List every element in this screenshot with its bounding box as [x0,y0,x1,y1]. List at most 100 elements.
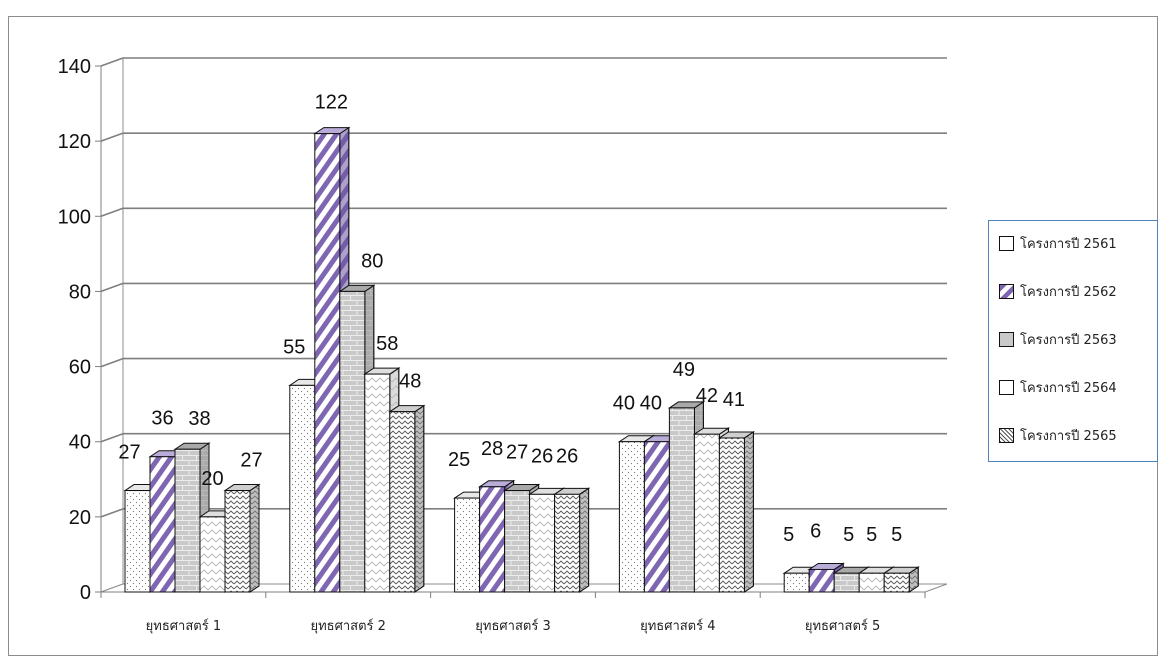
gridline-slant [100,282,124,293]
data-label: 80 [361,250,383,272]
x-tick-label: ยุทธศาสตร์ 5 [805,618,880,634]
data-label: 55 [283,336,305,358]
data-label: 122 [315,92,348,114]
legend-label: โครงการปี 2564 [1020,380,1117,396]
y-tick-label: 60 [69,357,91,379]
bar-front [339,290,366,593]
legend-swatch [999,283,1014,299]
bar-side-shade [249,483,260,593]
gridline-slant [100,432,124,443]
gridline-slant [100,132,124,142]
gridline-slant [100,357,124,368]
gridline-slant [100,508,124,518]
y-axis: 0 20 40 60 80 100 120 140 [58,56,102,604]
data-label: 40 [613,393,635,415]
bar-front [124,490,151,593]
legend-label: โครงการปี 2561 [1020,236,1117,252]
data-label: 6 [810,520,821,542]
bar [552,487,591,593]
bar-side-shade [743,431,754,593]
bar [717,431,756,593]
bar-front [314,133,341,593]
legend-item: โครงการปี 2563 [999,329,1117,349]
data-label: 40 [640,393,662,415]
bar [882,566,920,593]
legend: โครงการปี 2561 โครงการปี 2562 โครงการปี 25… [988,220,1158,462]
x-tick-label: ยุทธศาสตร์ 3 [475,618,550,634]
bar-front [224,490,251,593]
bar-front [289,384,316,593]
bar-front [718,437,745,593]
bar-front [174,448,201,593]
legend-item: โครงการปี 2562 [999,281,1117,301]
data-label: 25 [448,449,470,471]
bar-front [364,373,391,593]
data-label: 27 [506,442,528,464]
bars [123,126,920,593]
bar [388,404,426,593]
bar-side-shade [579,487,590,593]
x-tick-label: ยุทธศาสตร์ 1 [146,618,221,634]
bar-front [883,572,910,593]
data-label: 38 [188,408,210,430]
bar [223,483,261,593]
y-tick-label: 0 [80,582,91,604]
x-axis: ยุทธศาสตร์ 1 ยุทธศาสตร์ 2 ยุทธศาสตร์ 3 ยุทธ… [100,591,926,634]
data-label: 48 [399,371,421,393]
legend-swatch [999,331,1014,347]
data-label: 5 [843,524,854,546]
gridline-slant [100,207,124,218]
bar-front [858,572,885,593]
bar-front [454,497,481,593]
bar-front [149,456,176,593]
bar-front [529,493,556,593]
bar-front [618,441,645,593]
legend-swatch [999,235,1014,251]
bar-side-shade [414,404,425,593]
bar-front [389,411,416,593]
bar-front [199,516,226,593]
legend-item: โครงการปี 2564 [999,377,1117,397]
legend-item: โครงการปี 2561 [999,233,1117,253]
bar-front [783,572,810,593]
bar-front [833,572,860,593]
x-tick-label: ยุทธศาสตร์ 4 [640,618,715,634]
data-label: 28 [481,438,503,460]
data-label: 42 [696,385,718,407]
x-tick-label: ยุทธศาสตร์ 2 [310,618,385,634]
bar-front [479,486,506,593]
legend-swatch [999,427,1014,443]
data-label: 41 [723,389,745,411]
data-label: 26 [531,445,553,467]
y-tick-label: 40 [69,432,91,454]
y-tick-label: 80 [69,281,91,303]
data-label: 27 [118,442,140,464]
data-label: 27 [240,450,262,472]
bar-front [554,493,581,593]
bar-front [643,441,670,593]
y-tick-label: 120 [58,131,91,153]
bar-front [668,407,695,593]
data-label: 36 [151,408,173,430]
legend-swatch [999,379,1014,395]
legend-label: โครงการปี 2563 [1020,332,1117,348]
legend-label: โครงการปี 2562 [1020,284,1117,300]
bar-front [693,433,720,593]
data-label: 5 [891,524,902,546]
bar-front [808,568,835,593]
y-tick-label: 140 [58,56,91,78]
data-label: 5 [866,524,877,546]
y-tick-label: 20 [69,507,91,529]
side-wall [100,57,124,593]
legend-label: โครงการปี 2565 [1020,428,1117,444]
data-label: 58 [376,333,398,355]
legend-item: โครงการปี 2565 [999,425,1117,445]
data-label: 26 [556,445,578,467]
bar-front [504,490,531,593]
y-tick-label: 100 [58,206,91,228]
data-label: 20 [201,468,223,490]
gridline-slant [100,57,124,67]
data-label: 5 [783,524,794,546]
